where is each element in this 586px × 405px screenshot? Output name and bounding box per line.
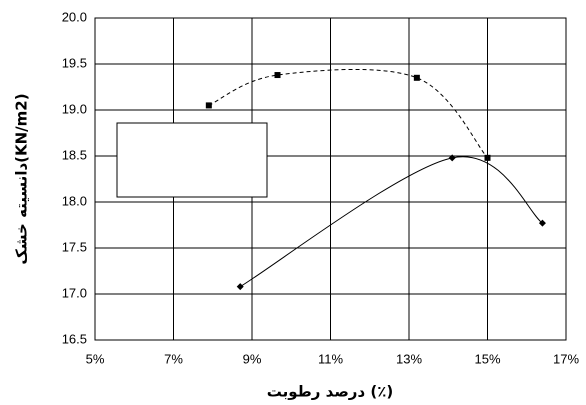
y-tick-label: 18.0 <box>62 193 87 208</box>
y-axis-label: دانسیته خشک(KN/m2) <box>13 93 31 264</box>
y-tick-label: 20.0 <box>62 9 87 24</box>
x-tick-label: 7% <box>164 351 183 366</box>
point <box>205 102 212 109</box>
y-tick-label: 18.5 <box>62 147 87 162</box>
point <box>448 154 456 162</box>
point <box>413 74 420 81</box>
y-tick-label: 16.5 <box>62 331 87 346</box>
x-tick-label: 5% <box>86 351 105 366</box>
y-tick-label: 19.5 <box>62 55 87 70</box>
y-tick-label: 17.5 <box>62 239 87 254</box>
y-tick-label: 19.0 <box>62 101 87 116</box>
point <box>484 154 491 161</box>
series-line <box>208 68 488 159</box>
point <box>538 219 546 227</box>
x-axis-label: درصد رطوبت (٪) <box>267 383 394 401</box>
x-tick-label: 13% <box>396 351 422 366</box>
series-line <box>239 156 543 288</box>
x-tick-label: 11% <box>318 351 343 366</box>
legend <box>116 122 268 198</box>
x-tick-label: 17% <box>553 351 579 366</box>
x-tick-label: 15% <box>474 351 500 366</box>
point <box>236 283 244 291</box>
x-tick-label: 9% <box>243 351 262 366</box>
point <box>274 72 281 79</box>
y-tick-label: 17.0 <box>62 285 87 300</box>
